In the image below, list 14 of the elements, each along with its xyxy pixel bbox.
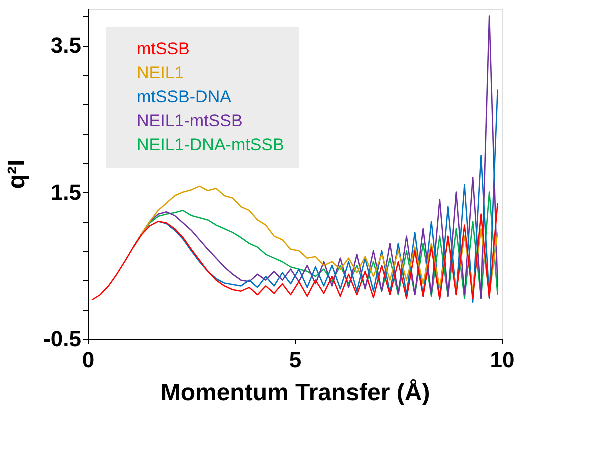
text: NEIL1-DNA-mtSSB bbox=[137, 136, 284, 154]
x-tick-label: 10 bbox=[490, 348, 515, 372]
text: NEIL1 bbox=[137, 64, 184, 82]
y-tick-label: -0.5 bbox=[44, 326, 82, 352]
text: mtSSB-DNA bbox=[137, 88, 232, 106]
x-tick-label: 5 bbox=[289, 348, 302, 372]
x-axis-title: Momentum Transfer (Å) bbox=[160, 378, 430, 406]
line-series bbox=[91, 202, 499, 301]
text: NEIL1-mtSSB bbox=[137, 112, 243, 130]
x-tick-label: 0 bbox=[82, 348, 95, 372]
y-tick-label: 3.5 bbox=[50, 33, 82, 58]
text: mtSSB bbox=[137, 40, 190, 58]
y-tick-label: 1.5 bbox=[50, 180, 82, 205]
y-axis-title: q²I bbox=[4, 160, 31, 190]
